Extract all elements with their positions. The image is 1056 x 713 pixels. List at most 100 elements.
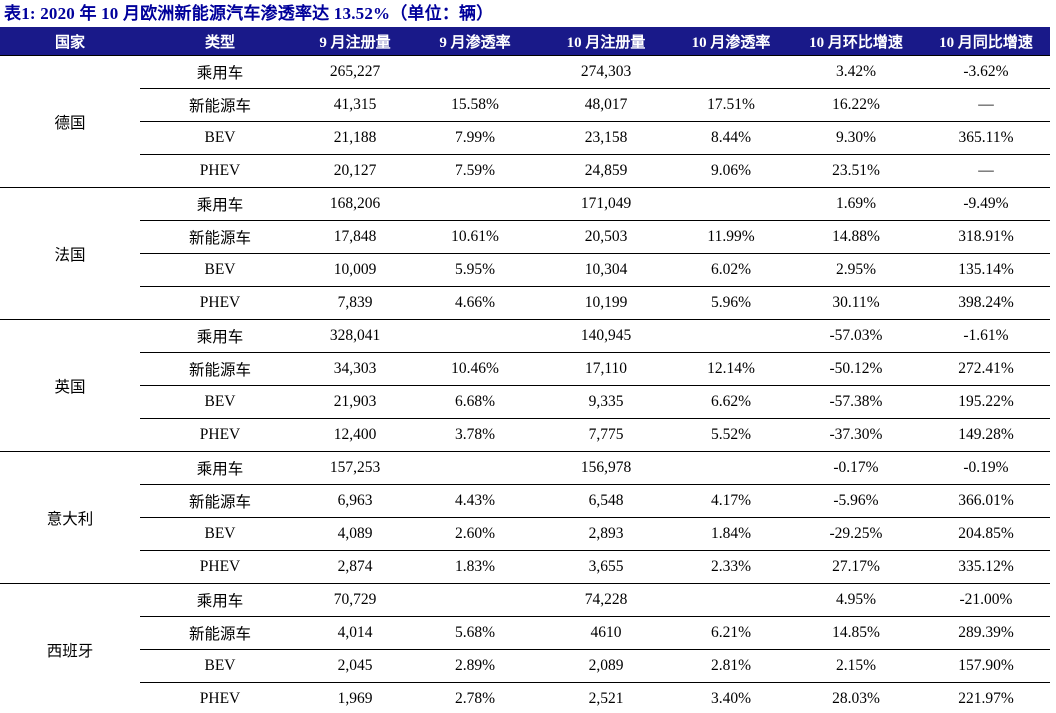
header-row: 国家 类型 9 月注册量 9 月渗透率 10 月注册量 10 月渗透率 10 月环比增速 10… xyxy=(0,27,1050,56)
value-cell: -37.30% xyxy=(790,418,922,452)
value-cell: 1.84% xyxy=(672,517,790,551)
value-cell: 289.39% xyxy=(922,616,1050,650)
value-cell: 11.99% xyxy=(672,220,790,254)
value-cell: 7.99% xyxy=(410,121,540,155)
type-cell: PHEV xyxy=(140,682,300,713)
value-cell: 5.68% xyxy=(410,616,540,650)
value-cell xyxy=(410,55,540,89)
value-cell: 6,963 xyxy=(300,484,410,518)
table-row: 法国 乘用车 168,206 171,049 1.69% -9.49% xyxy=(0,187,1050,320)
value-cell: 15.58% xyxy=(410,88,540,122)
value-cell: 2.33% xyxy=(672,550,790,584)
value-cell: -1.61% xyxy=(922,319,1050,353)
value-cell: 4.43% xyxy=(410,484,540,518)
table-row: PHEV 1,969 2.78% 2,521 3.40% 28.03% 221.97% xyxy=(0,682,1050,713)
table-row: 新能源车 4,014 5.68% 4610 6.21% 14.85% 289.39% xyxy=(0,616,1050,650)
table-row: 新能源车 6,963 4.43% 6,548 4.17% -5.96% 366.01% xyxy=(0,484,1050,518)
value-cell: 140,945 xyxy=(540,319,672,353)
value-cell: 335.12% xyxy=(922,550,1050,584)
value-cell: 2,874 xyxy=(300,550,410,584)
type-cell: PHEV xyxy=(140,286,300,320)
value-cell: 4.66% xyxy=(410,286,540,320)
value-cell: 10.61% xyxy=(410,220,540,254)
value-cell: 4,089 xyxy=(300,517,410,551)
type-cell: BEV xyxy=(140,121,300,155)
type-cell: 乘用车 xyxy=(140,583,300,617)
value-cell: 17,848 xyxy=(300,220,410,254)
value-cell: 20,127 xyxy=(300,154,410,188)
value-cell: 21,903 xyxy=(300,385,410,419)
table-row: BEV 10,009 5.95% 10,304 6.02% 2.95% 135.14% xyxy=(0,253,1050,287)
value-cell: 171,049 xyxy=(540,187,672,221)
value-cell: 10.46% xyxy=(410,352,540,386)
value-cell: 2,089 xyxy=(540,649,672,683)
value-cell: -50.12% xyxy=(790,352,922,386)
value-cell: 149.28% xyxy=(922,418,1050,452)
type-cell: PHEV xyxy=(140,418,300,452)
value-cell xyxy=(672,187,790,221)
value-cell: 365.11% xyxy=(922,121,1050,155)
value-cell: 28.03% xyxy=(790,682,922,713)
value-cell: 6.02% xyxy=(672,253,790,287)
value-cell xyxy=(410,319,540,353)
table-row: 英国 乘用车 328,041 140,945 -57.03% -1.61% xyxy=(0,319,1050,452)
table-row: BEV 21,188 7.99% 23,158 8.44% 9.30% 365.11% xyxy=(0,121,1050,155)
value-cell: — xyxy=(922,154,1050,188)
column-header-3: 9 月渗透率 xyxy=(410,27,540,56)
value-cell: 10,304 xyxy=(540,253,672,287)
value-cell: 4.17% xyxy=(672,484,790,518)
table-row: 西班牙 乘用车 70,729 74,228 4.95% -21.00% xyxy=(0,583,1050,713)
ev-registration-table: 国家 类型 9 月注册量 9 月渗透率 10 月注册量 10 月渗透率 10 月环比增速 10… xyxy=(0,27,1050,713)
value-cell: 14.85% xyxy=(790,616,922,650)
value-cell: 328,041 xyxy=(300,319,410,353)
type-cell: BEV xyxy=(140,385,300,419)
column-header-0: 国家 xyxy=(0,27,140,56)
value-cell: 168,206 xyxy=(300,187,410,221)
value-cell: 70,729 xyxy=(300,583,410,617)
table-row: BEV 2,045 2.89% 2,089 2.81% 2.15% 157.90% xyxy=(0,649,1050,683)
value-cell: 204.85% xyxy=(922,517,1050,551)
value-cell: 6,548 xyxy=(540,484,672,518)
value-cell: -57.38% xyxy=(790,385,922,419)
value-cell: -0.17% xyxy=(790,451,922,485)
value-cell xyxy=(410,451,540,485)
value-cell: 6.21% xyxy=(672,616,790,650)
value-cell: 3,655 xyxy=(540,550,672,584)
value-cell: 2.81% xyxy=(672,649,790,683)
value-cell: 21,188 xyxy=(300,121,410,155)
value-cell xyxy=(672,319,790,353)
value-cell: — xyxy=(922,88,1050,122)
value-cell: 3.78% xyxy=(410,418,540,452)
table-row: 新能源车 17,848 10.61% 20,503 11.99% 14.88% 318.91… xyxy=(0,220,1050,254)
value-cell: 14.88% xyxy=(790,220,922,254)
value-cell: 5.52% xyxy=(672,418,790,452)
value-cell: 272.41% xyxy=(922,352,1050,386)
table-row: 德国 乘用车 265,227 274,303 3.42% -3.62% xyxy=(0,55,1050,188)
table-row: 意大利 乘用车 157,253 156,978 -0.17% -0.19% xyxy=(0,451,1050,584)
value-cell: 2.15% xyxy=(790,649,922,683)
type-cell: 乘用车 xyxy=(140,187,300,221)
value-cell: 2.95% xyxy=(790,253,922,287)
value-cell: 2,521 xyxy=(540,682,672,713)
type-cell: 乘用车 xyxy=(140,451,300,485)
value-cell: 2.78% xyxy=(410,682,540,713)
value-cell: 23.51% xyxy=(790,154,922,188)
type-cell: PHEV xyxy=(140,154,300,188)
value-cell: 4610 xyxy=(540,616,672,650)
value-cell: 5.95% xyxy=(410,253,540,287)
value-cell: 366.01% xyxy=(922,484,1050,518)
value-cell: 8.44% xyxy=(672,121,790,155)
value-cell xyxy=(672,451,790,485)
value-cell: 16.22% xyxy=(790,88,922,122)
type-cell: 乘用车 xyxy=(140,55,300,89)
table-row: PHEV 20,127 7.59% 24,859 9.06% 23.51% — xyxy=(0,154,1050,188)
country-cell: 法国 xyxy=(0,187,140,320)
value-cell: -57.03% xyxy=(790,319,922,353)
value-cell: 27.17% xyxy=(790,550,922,584)
value-cell: -29.25% xyxy=(790,517,922,551)
value-cell: 2.89% xyxy=(410,649,540,683)
value-cell: -5.96% xyxy=(790,484,922,518)
column-header-5: 10 月渗透率 xyxy=(672,27,790,56)
value-cell: 20,503 xyxy=(540,220,672,254)
table-row: 新能源车 41,315 15.58% 48,017 17.51% 16.22% — xyxy=(0,88,1050,122)
